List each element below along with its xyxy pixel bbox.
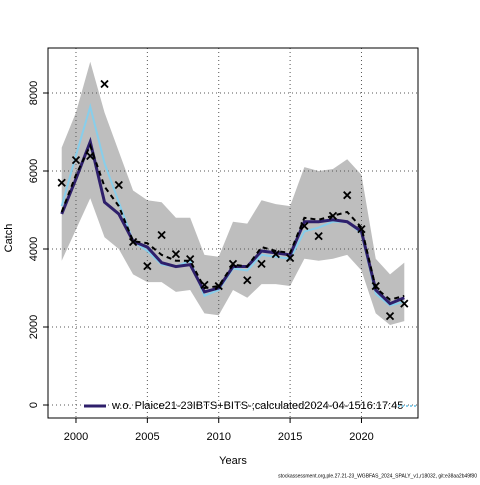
x-tick-label: 2010 <box>206 431 230 443</box>
observed-point <box>228 259 238 268</box>
observed-point <box>243 276 252 285</box>
footer: stockassessment.org,ple.27.21-23_WGBFAS_… <box>278 473 477 479</box>
x-tick-label: 2000 <box>64 431 88 443</box>
observed-point <box>214 281 223 291</box>
plot-frame <box>47 47 419 419</box>
observed-point <box>71 155 81 165</box>
observed-point <box>57 178 66 187</box>
y-axis-label: Catch <box>3 224 15 253</box>
observed-point <box>171 249 181 259</box>
observed-point <box>100 79 109 89</box>
confidence-band <box>61 61 405 326</box>
y-tick-label: 2000 <box>28 315 40 339</box>
observed-point <box>157 230 166 240</box>
observed-point <box>200 280 209 290</box>
observed-point <box>186 255 195 264</box>
y-tick-label: 8000 <box>28 81 40 105</box>
x-tick-label: 2020 <box>349 431 373 443</box>
observed-point <box>314 232 323 241</box>
observed-point <box>385 311 395 321</box>
legend-label: w.o. Plaice21-23IBTS+BITS-;calculated202… <box>111 400 403 412</box>
y-tick-label: 4000 <box>28 237 40 261</box>
series-line <box>60 143 405 301</box>
observed-point <box>400 299 409 308</box>
observed-point <box>343 191 352 200</box>
observed-point <box>114 180 123 190</box>
observed-point <box>128 237 138 247</box>
observed-point <box>300 221 309 231</box>
observed-point <box>328 211 338 220</box>
observed-point <box>357 224 366 234</box>
x-tick-label: 2015 <box>278 431 302 443</box>
x-tick-label: 2005 <box>135 431 159 443</box>
series-line <box>60 136 405 306</box>
y-tick-label: 0 <box>28 402 40 408</box>
y-tick-label: 6000 <box>28 159 40 183</box>
observed-point <box>285 253 295 263</box>
observed-point <box>143 262 152 271</box>
x-axis-label: Years <box>219 455 247 467</box>
observed-point <box>86 151 95 161</box>
observed-point <box>257 259 266 268</box>
observed-point <box>371 281 380 291</box>
observed-point <box>271 249 280 259</box>
